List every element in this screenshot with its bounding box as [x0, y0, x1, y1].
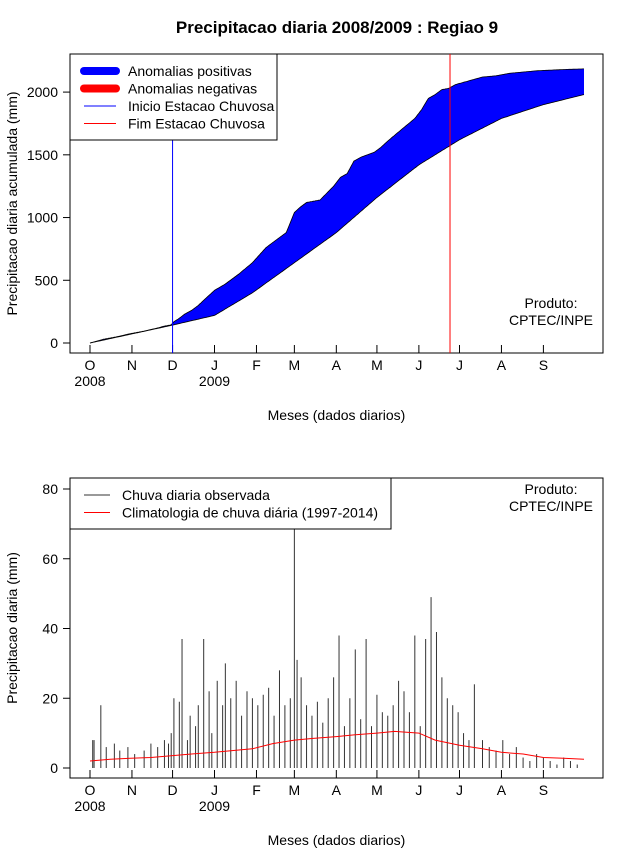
- positive-anomaly-area-0: [90, 68, 584, 344]
- product-note-1-0: Produto:: [525, 481, 578, 497]
- climatology-daily-line: [89, 730, 585, 762]
- legend-label-0-0: Anomalias positivas: [128, 63, 252, 79]
- month-label-0-5: M: [289, 357, 301, 373]
- month-label-0-2: D: [167, 357, 177, 373]
- month-label-0-7: M: [371, 357, 383, 373]
- month-label-0-1: N: [127, 357, 137, 373]
- month-label-0-10: A: [497, 357, 507, 373]
- month-label-1-8: J: [415, 782, 422, 798]
- month-label-0-3: J: [211, 357, 218, 373]
- y-tick-label-0-2000: 2000: [27, 84, 58, 100]
- year-label-0-0: 2008: [74, 373, 105, 389]
- legend-label-0-3: Fim Estacao Chuvosa: [128, 116, 265, 132]
- y-axis-label-0: Precipitacao diaria acumulada (mm): [4, 91, 20, 315]
- month-label-0-0: O: [85, 357, 96, 373]
- legend-label-0-1: Anomalias negativas: [128, 81, 257, 97]
- y-tick-label-1-60: 60: [42, 551, 58, 567]
- month-label-1-11: S: [539, 782, 548, 798]
- y-tick-label-1-20: 20: [42, 690, 58, 706]
- month-label-1-3: J: [211, 782, 218, 798]
- accumulated-panel: 0 500 1000 1500 2000 O N D J F M A M J J A S 2008 2009 Mese…: [4, 53, 604, 423]
- year-label-1-0: 2008: [74, 798, 105, 814]
- product-note-0-0: Produto:: [525, 295, 578, 311]
- month-label-1-4: F: [252, 782, 261, 798]
- y-tick-label-1-40: 40: [42, 621, 58, 637]
- month-label-0-9: J: [456, 357, 463, 373]
- month-label-1-0: O: [85, 782, 96, 798]
- legend-label-0-2: Inicio Estacao Chuvosa: [128, 98, 275, 114]
- month-label-0-11: S: [539, 357, 548, 373]
- year-label-0-1: 2009: [199, 373, 230, 389]
- x-axis-label-0: Meses (dados diarios): [268, 407, 406, 423]
- y-tick-label-0-500: 500: [35, 272, 59, 288]
- y-tick-label-0-1000: 1000: [27, 210, 58, 226]
- month-label-0-6: A: [332, 357, 342, 373]
- x-axis-label-1: Meses (dados diarios): [268, 832, 406, 848]
- legend-label-1-0: Chuva diaria observada: [122, 487, 270, 503]
- month-label-0-4: F: [252, 357, 261, 373]
- legend-box-1: [69, 477, 392, 530]
- y-tick-label-1-0: 0: [50, 760, 58, 776]
- year-label-1-1: 2009: [199, 798, 230, 814]
- month-label-0-8: J: [415, 357, 422, 373]
- y-tick-label-1-80: 80: [42, 481, 58, 497]
- month-label-1-5: M: [289, 782, 301, 798]
- month-label-1-1: N: [127, 782, 137, 798]
- y-tick-label-0-0: 0: [50, 335, 58, 351]
- product-note-1-1: CPTEC/INPE: [509, 498, 593, 514]
- chart-title: Precipitacao diaria 2008/2009 : Regiao 9: [176, 18, 498, 37]
- month-label-1-2: D: [167, 782, 177, 798]
- month-label-1-10: A: [497, 782, 507, 798]
- month-label-1-9: J: [456, 782, 463, 798]
- month-label-1-6: A: [332, 782, 342, 798]
- product-note-0-1: CPTEC/INPE: [509, 312, 593, 328]
- y-axis-label-1: Precipitacao diaria (mm): [4, 552, 20, 704]
- daily-panel: 0 20 40 60 80 O N D J F M A M J J A S 2008 2009 Meses (dado…: [4, 477, 604, 848]
- y-tick-label-0-1500: 1500: [27, 147, 58, 163]
- month-label-1-7: M: [371, 782, 383, 798]
- legend-label-1-1: Climatologia de chuva diária (1997-2014): [122, 505, 378, 521]
